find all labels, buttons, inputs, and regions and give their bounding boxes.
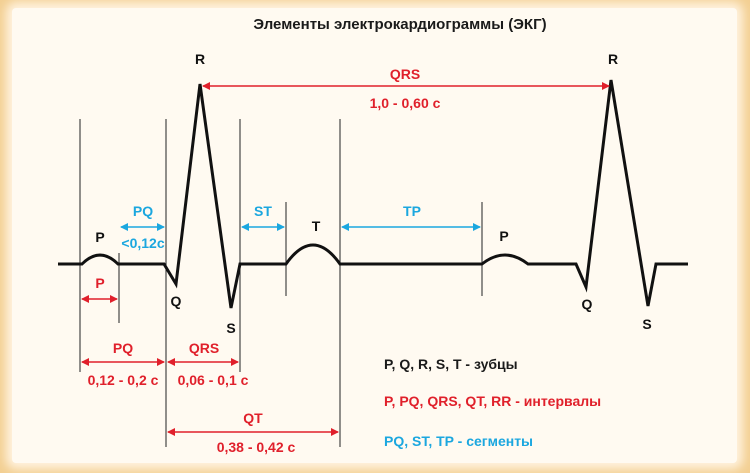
wave-label-s2: S — [642, 316, 651, 332]
legend-intervals: P, PQ, QRS, QT, RR - интервалы — [384, 393, 601, 409]
segment-pq-value: <0,12с — [121, 235, 164, 251]
interval-pq: PQ 0,12 - 0,2 с — [81, 340, 165, 388]
reference-lines — [79, 119, 483, 447]
segment-pq: PQ <0,12с — [120, 203, 165, 251]
interval-pq-name: PQ — [113, 340, 133, 356]
wave-label-p: P — [95, 229, 104, 245]
wave-label-p2: P — [499, 228, 508, 244]
interval-p: P — [81, 275, 118, 303]
interval-rr-name: QRS — [390, 66, 420, 82]
segment-tp-name: TP — [403, 203, 421, 219]
interval-qt-name: QT — [243, 410, 263, 426]
diagram-title: Элементы электрокардиограммы (ЭКГ) — [253, 16, 546, 33]
segment-pq-name: PQ — [133, 203, 153, 219]
wave-label-t: T — [312, 218, 321, 234]
wave-label-r: R — [195, 51, 205, 67]
legend-waves: P, Q, R, S, T - зубцы — [384, 356, 518, 372]
interval-p-name: P — [95, 275, 104, 291]
interval-qt-value: 0,38 - 0,42 с — [217, 439, 296, 455]
interval-qrs: QRS 0,06 - 0,1 с — [167, 340, 249, 388]
wave-label-r2: R — [608, 51, 618, 67]
wave-label-s: S — [226, 320, 235, 336]
segment-st: ST — [241, 203, 285, 231]
segment-st-name: ST — [254, 203, 272, 219]
wave-label-q: Q — [171, 293, 182, 309]
interval-rr-value: 1,0 - 0,60 с — [370, 95, 441, 111]
segment-tp: TP — [341, 203, 481, 231]
interval-qt: QT 0,38 - 0,42 с — [167, 410, 339, 455]
legend-segments: PQ, ST, TP - сегменты — [384, 433, 533, 449]
interval-qrs-value: 0,06 - 0,1 с — [178, 372, 249, 388]
interval-qrs-name: QRS — [189, 340, 219, 356]
interval-pq-value: 0,12 - 0,2 с — [88, 372, 159, 388]
legend: P, Q, R, S, T - зубцы P, PQ, QRS, QT, RR… — [384, 356, 601, 449]
wave-label-q2: Q — [582, 296, 593, 312]
ecg-trace — [58, 79, 688, 309]
interval-rr: QRS 1,0 - 0,60 с — [202, 66, 610, 111]
